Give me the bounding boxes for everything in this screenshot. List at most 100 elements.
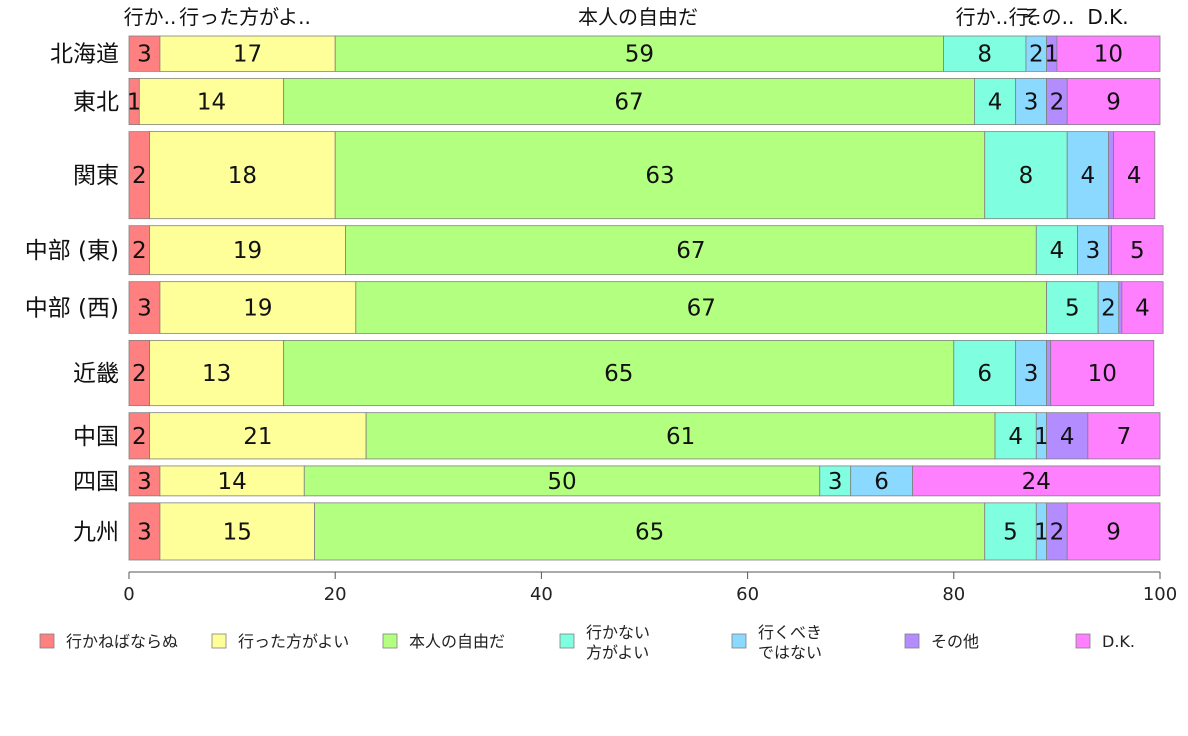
data-label: 3 xyxy=(137,296,152,322)
bar-segment xyxy=(334,131,986,220)
data-label: 65 xyxy=(604,361,633,387)
data-label: 4 xyxy=(1060,424,1075,450)
data-label: 4 xyxy=(1081,163,1096,189)
bar-segment xyxy=(1046,281,1099,334)
bar-segment xyxy=(159,465,305,497)
bar-segment xyxy=(128,35,161,72)
category-label: 中部 (東) xyxy=(25,238,119,264)
data-label: 6 xyxy=(874,469,889,495)
data-label: 2 xyxy=(132,361,147,387)
bar-segment xyxy=(912,465,1161,497)
data-label: 13 xyxy=(202,361,231,387)
data-label: 61 xyxy=(666,424,695,450)
bar-segment xyxy=(1066,77,1161,126)
bar-segment xyxy=(149,131,336,220)
data-label: 67 xyxy=(676,238,705,264)
bar-segment xyxy=(953,339,1017,407)
bar-segment xyxy=(984,131,1068,220)
bar-segment xyxy=(159,502,315,561)
category-label: 近畿 xyxy=(73,361,119,387)
data-label: 3 xyxy=(1086,238,1101,264)
bar-segment xyxy=(159,35,336,72)
data-label: 2 xyxy=(1050,519,1065,545)
data-label: 1 xyxy=(1044,42,1059,68)
legend-label: 行かない方がよい xyxy=(586,623,650,662)
bar-segment xyxy=(345,225,1037,276)
x-tick-label: 60 xyxy=(736,584,759,605)
top-series-label: D.K. xyxy=(1087,5,1128,29)
legend-swatch xyxy=(904,633,920,649)
bar-segment xyxy=(1111,225,1164,276)
data-label: 8 xyxy=(1019,163,1034,189)
bar-segment xyxy=(974,77,1017,126)
top-series-label: 行った方がよ.. xyxy=(179,5,311,29)
bar-segment xyxy=(355,281,1047,334)
data-label: 19 xyxy=(233,238,262,264)
x-tick-label: 20 xyxy=(324,584,347,605)
legend-label: 行くべきではない xyxy=(758,623,822,662)
legend-swatch xyxy=(211,633,227,649)
category-label: 中国 xyxy=(73,424,119,450)
data-label: 19 xyxy=(243,296,272,322)
top-series-label: その.. xyxy=(1022,5,1075,29)
bar-segment xyxy=(1066,131,1109,220)
legend-swatch xyxy=(39,633,55,649)
data-label: 4 xyxy=(1135,296,1150,322)
legend-swatch xyxy=(1075,633,1091,649)
bar-segment xyxy=(1035,225,1078,276)
bar-segment xyxy=(138,77,285,126)
category-label: 四国 xyxy=(73,469,119,495)
data-label: 5 xyxy=(1003,519,1018,545)
data-label: 1 xyxy=(127,90,142,116)
data-label: 1 xyxy=(1034,519,1049,545)
data-label: 3 xyxy=(137,519,152,545)
data-label: 4 xyxy=(988,90,1003,116)
data-label: 2 xyxy=(1029,42,1044,68)
data-label: 2 xyxy=(1101,296,1116,322)
data-label: 4 xyxy=(1127,163,1142,189)
data-label: 3 xyxy=(828,469,843,495)
data-label: 15 xyxy=(223,519,252,545)
data-label: 5 xyxy=(1130,238,1145,264)
bar-segment xyxy=(1087,412,1161,460)
data-label: 3 xyxy=(137,469,152,495)
bar-segment xyxy=(984,502,1037,561)
legend-swatch xyxy=(731,633,747,649)
data-label: 7 xyxy=(1117,424,1132,450)
legend-label: 行かねばならぬ xyxy=(66,632,178,651)
data-label: 5 xyxy=(1065,296,1080,322)
legend-label: 本人の自由だ xyxy=(409,632,505,651)
bar-segment xyxy=(1108,225,1112,276)
category-label: 関東 xyxy=(73,163,119,189)
data-label: 9 xyxy=(1106,519,1121,545)
data-label: 67 xyxy=(687,296,716,322)
legend-label: D.K. xyxy=(1102,632,1135,651)
data-label: 14 xyxy=(217,469,246,495)
x-tick-label: 100 xyxy=(1143,584,1177,605)
data-label: 4 xyxy=(1050,238,1065,264)
bar-segment xyxy=(149,225,346,276)
data-label: 50 xyxy=(547,469,576,495)
bar-segment xyxy=(314,502,986,561)
category-label: 東北 xyxy=(73,90,119,116)
bar-segment xyxy=(149,412,367,460)
data-label: 8 xyxy=(977,42,992,68)
data-label: 2 xyxy=(132,163,147,189)
legend-swatch xyxy=(559,633,575,649)
data-label: 6 xyxy=(977,361,992,387)
legend-swatch xyxy=(382,633,398,649)
bar-segment xyxy=(1046,339,1052,407)
data-label: 2 xyxy=(132,238,147,264)
data-label: 67 xyxy=(614,90,643,116)
legend-label: 行った方がよい xyxy=(238,632,349,651)
data-label: 10 xyxy=(1088,361,1117,387)
bar-segment xyxy=(1108,131,1115,220)
x-tick-label: 80 xyxy=(942,584,965,605)
bar-segment xyxy=(1113,131,1156,220)
data-label: 21 xyxy=(243,424,272,450)
bar-segment xyxy=(1050,339,1155,407)
top-series-label: 行.. xyxy=(1009,5,1042,29)
data-label: 9 xyxy=(1106,90,1121,116)
data-label: 14 xyxy=(197,90,226,116)
